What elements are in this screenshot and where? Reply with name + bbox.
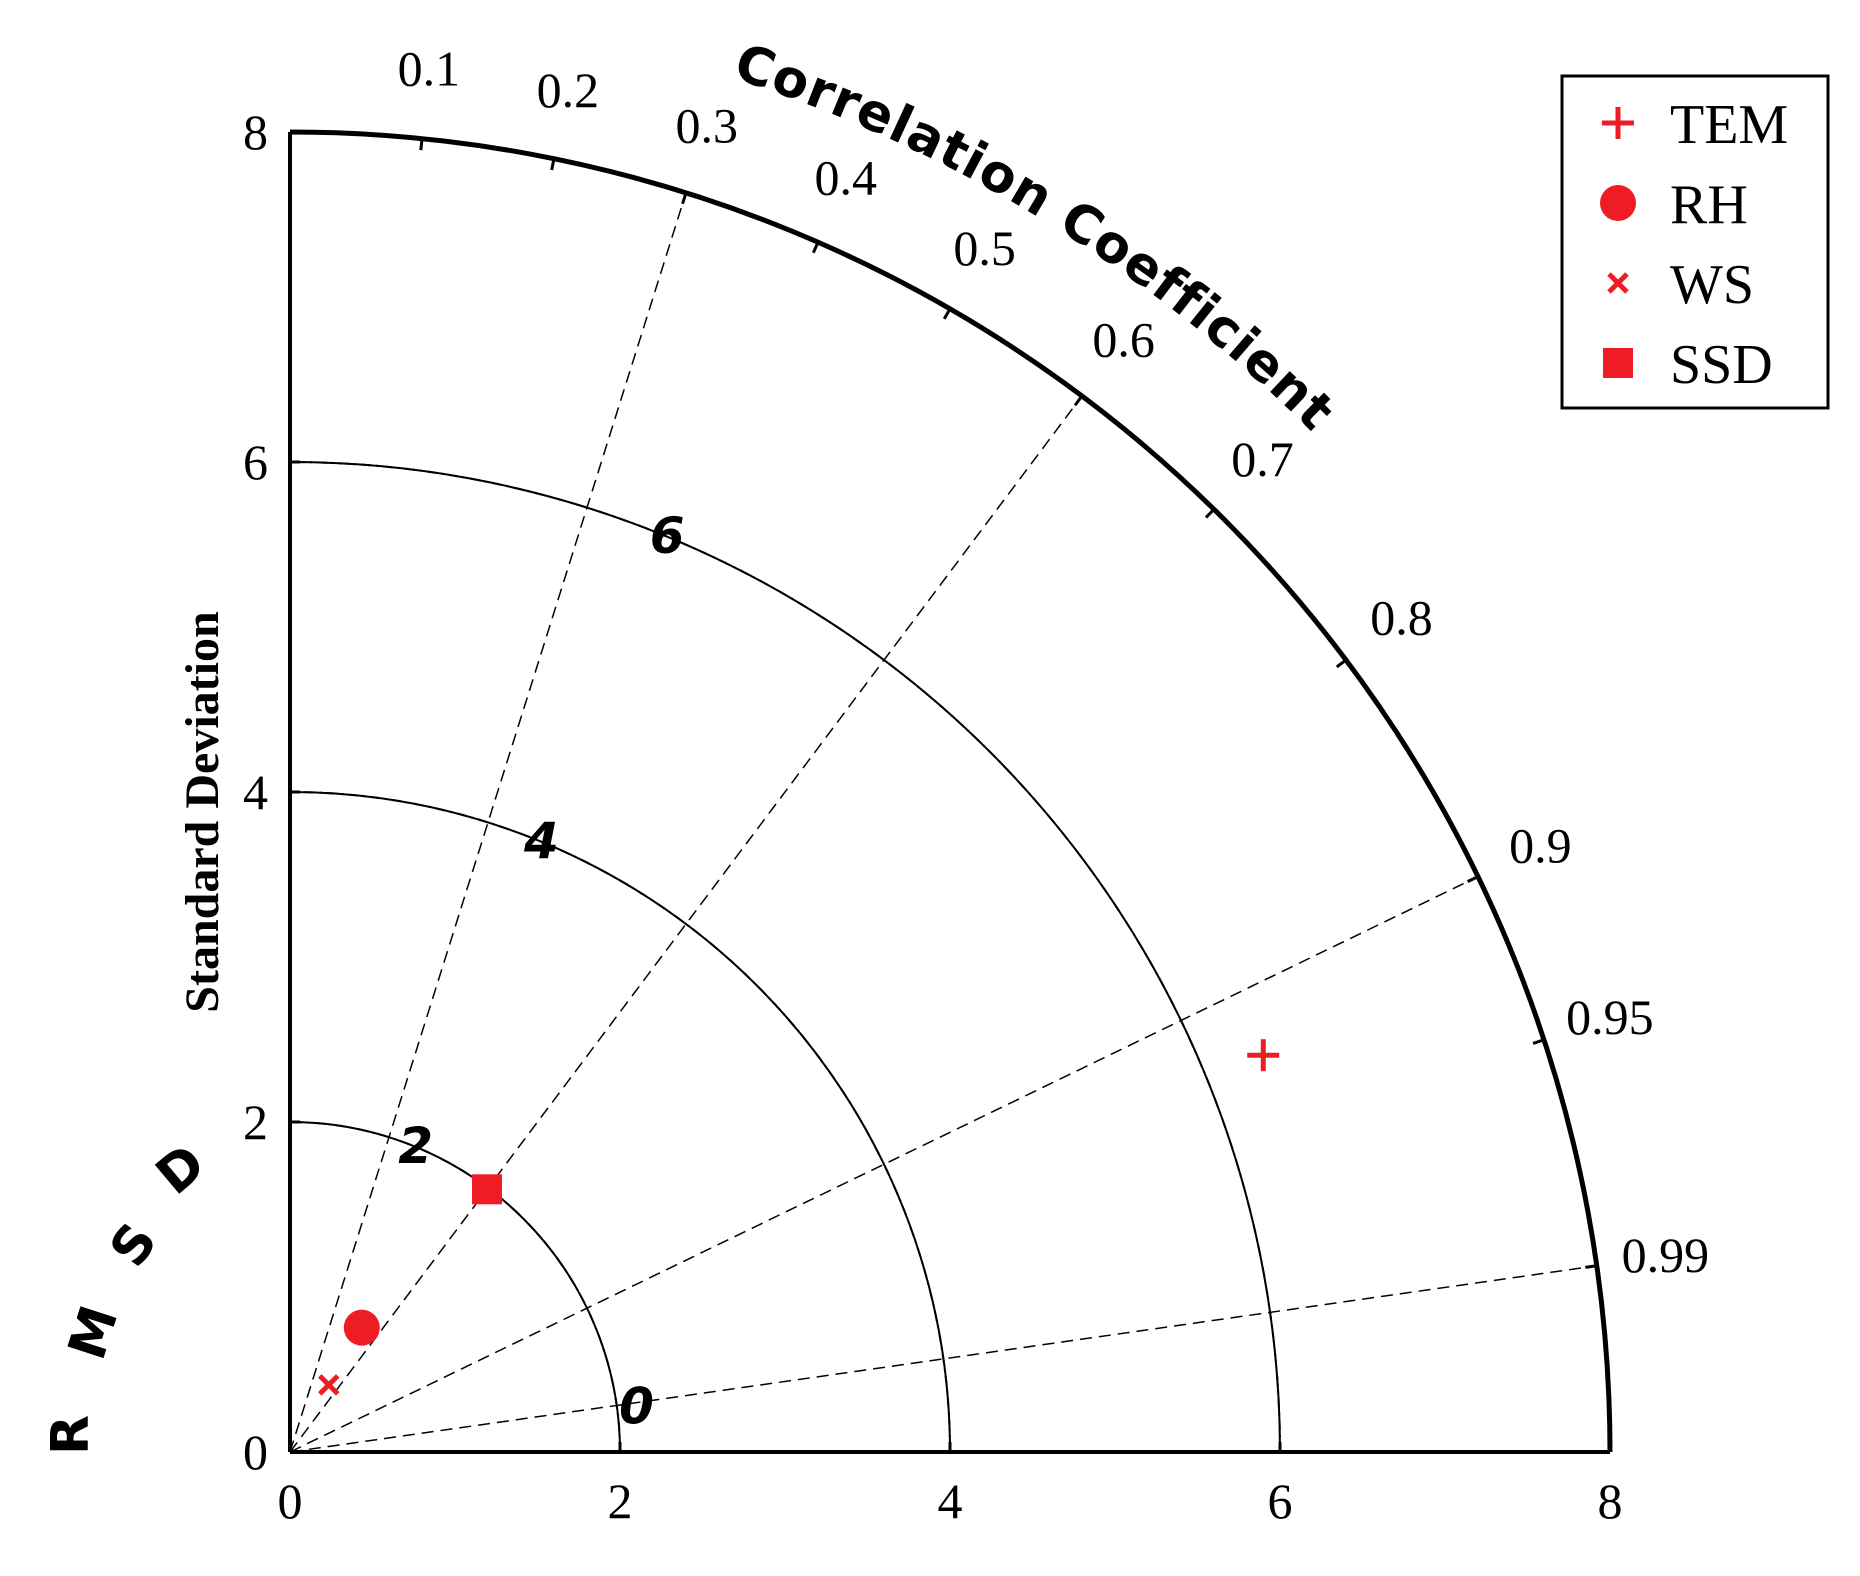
correlation-tick-label: 0.8 [1370,589,1433,645]
correlation-tick-label: 0.4 [814,150,877,206]
correlation-tick-label: 0.3 [676,98,739,154]
correlation-line [289,875,1479,1453]
x-tick-label: 6 [1268,1473,1293,1529]
point-rh [343,1309,380,1346]
correlation-tick-label: 0.2 [537,62,600,118]
rmsd-label-letter: S [99,1213,170,1278]
axes-layer [288,129,1613,1454]
point-ws [318,1374,340,1396]
legend-label: RH [1670,174,1748,236]
rmsd-contour [289,461,1281,1453]
y-tick-label: 6 [243,434,268,490]
legend-label: TEM [1670,94,1788,156]
rmsd-contour-label: 0 [619,1377,654,1435]
correlation-tick-label: 0.9 [1509,817,1572,873]
x-tick-label: 2 [608,1473,633,1529]
correlation-tick-label: 0.7 [1231,431,1294,487]
rmsd-contour-label: 2 [398,1117,433,1175]
y-tick-label: 2 [243,1094,268,1150]
correlation-tick [550,158,556,171]
legend-marker-tem [1602,107,1634,139]
correlation-line [289,192,687,1453]
legend: TEM RH WS SSD [1560,74,1830,410]
rmsd-label-letter: R [41,1415,101,1455]
legend-label: SSD [1670,334,1773,396]
correlation-tick [942,308,952,320]
correlation-line [289,1265,1597,1453]
legend-marker-ws [1607,272,1629,294]
rmsd-contour [289,791,951,1453]
rmsd-contour-label: 6 [650,507,685,565]
arc-label: Correlation Coefficient [727,33,1346,443]
correlation-tick-label: 0.5 [953,220,1016,276]
correlation-tick [681,192,688,205]
correlation-tick [1585,1264,1598,1269]
rmsd-contour [289,1121,621,1453]
correlation-tick [1466,875,1479,884]
correlation-tick-label: 0.99 [1622,1227,1710,1283]
legend-marker-ssd [1603,348,1633,378]
marker-stroke [318,1374,340,1396]
std-arc [289,791,951,1453]
x-tick-label: 4 [938,1473,963,1529]
std-arc [289,461,1281,1453]
legend-marker-rh [1600,185,1636,221]
grid-layer [289,192,1597,1453]
y-tick-label: 0 [243,1424,268,1480]
correlation-tick-label: 0.6 [1092,312,1155,368]
points-layer [318,1039,1280,1396]
legend-label: WS [1670,254,1754,316]
marker-stroke [1607,272,1629,294]
y-axis-title: Standard Deviation [176,611,229,1012]
rmsd-label-letter: M [57,1299,130,1367]
point-ssd [472,1174,503,1205]
x-tick-label: 8 [1598,1473,1623,1529]
correlation-tick [419,138,424,151]
arc-label-text: Correlation Coefficient [727,33,1345,443]
correlation-tick-label: 0.95 [1566,989,1654,1045]
correlation-tick-label: 0.1 [398,41,461,97]
point-tem [1247,1039,1280,1072]
y-tick-label: 8 [243,104,268,160]
correlation-tick [1204,508,1216,519]
rmsd-contour-label: 4 [523,812,559,870]
correlation-tick [1532,1038,1545,1045]
correlation-tick [812,241,820,254]
correlation-line [289,395,1083,1453]
correlation-tick [1073,395,1084,407]
y-tick-label: 4 [243,764,268,820]
std-arc [289,1121,621,1453]
correlation-tick [1335,658,1347,669]
x-tick-label: 0 [278,1473,303,1529]
outer-arc [289,129,1613,1453]
rmsd-label-letter: D [145,1133,217,1207]
